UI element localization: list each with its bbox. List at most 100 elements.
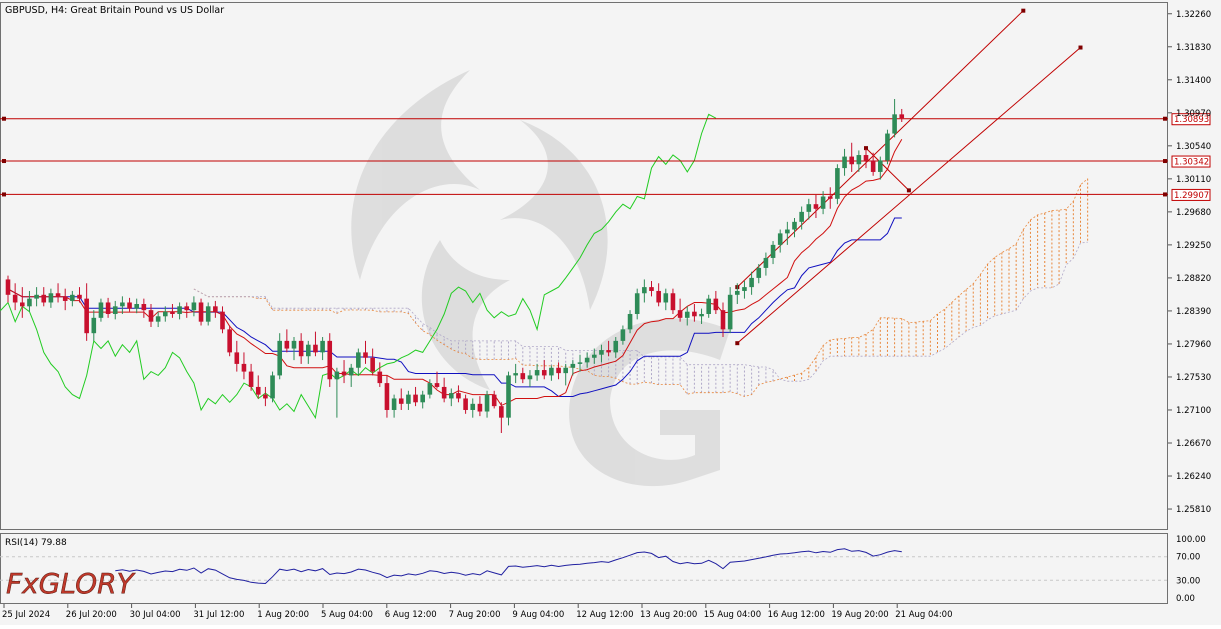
- candle-body: [470, 403, 476, 410]
- time-tick-label: 26 Jul 20:00: [66, 610, 117, 620]
- price-tick-label: 1.27960: [1176, 340, 1211, 350]
- candle: [255, 375, 261, 399]
- candle-body: [155, 316, 161, 322]
- level-anchor-right: [1163, 159, 1167, 164]
- candle: [835, 164, 840, 205]
- candle: [241, 352, 247, 380]
- time-tick-label: 21 Aug 04:00: [895, 610, 952, 620]
- candle-body: [727, 294, 733, 330]
- rsi-tick-label: 30.00: [1176, 576, 1200, 586]
- price-tick-label: 1.25810: [1176, 505, 1211, 515]
- candle-body: [41, 294, 47, 303]
- rsi-line: [115, 548, 902, 585]
- price-tick-label: 1.31830: [1176, 43, 1211, 53]
- candle-body: [105, 302, 111, 314]
- candle: [870, 152, 876, 176]
- candle: [284, 329, 290, 353]
- candle: [720, 302, 726, 338]
- watermark-logo: [351, 70, 730, 487]
- time-tick-label: 6 Aug 12:00: [385, 610, 437, 620]
- candle-body: [878, 160, 883, 172]
- candle: [263, 386, 268, 407]
- candle-body: [799, 211, 804, 222]
- candle-body: [127, 302, 132, 309]
- candle: [856, 150, 862, 172]
- candle-body: [248, 371, 254, 387]
- candle-body: [27, 298, 32, 307]
- candle-body: [899, 114, 905, 119]
- candle-body: [5, 279, 11, 295]
- time-axis: 25 Jul 2024 26 Jul 20:00 30 Jul 04:00 31 Ju…: [2, 604, 953, 620]
- candle: [656, 283, 661, 307]
- candle: [248, 363, 254, 391]
- candle: [570, 360, 576, 376]
- candle-body: [670, 293, 676, 311]
- candle: [441, 377, 447, 403]
- candle-body: [277, 340, 282, 376]
- candle: [770, 241, 776, 265]
- candle: [549, 365, 554, 381]
- candle-body: [785, 229, 790, 234]
- rsi-pane-frame: [0, 533, 1168, 604]
- candle-body: [441, 386, 447, 399]
- rsi-tick-label: 70.00: [1176, 553, 1200, 563]
- tenkan-sen-line: [7, 139, 903, 407]
- candle-body: [270, 375, 275, 399]
- candle: [634, 288, 640, 320]
- candle-body: [184, 306, 190, 311]
- candle-body: [827, 196, 833, 199]
- main-pane-frame: [0, 2, 1168, 530]
- candle-body: [577, 362, 583, 364]
- candle-body: [627, 313, 633, 330]
- candle-body: [556, 367, 561, 374]
- candle: [627, 310, 633, 334]
- channel-anchor: [735, 341, 740, 346]
- candle-body: [692, 311, 697, 317]
- candle: [70, 290, 75, 307]
- candle: [534, 363, 540, 381]
- candle: [649, 280, 654, 297]
- candle: [148, 304, 154, 328]
- time-tick-label: 30 Jul 04:00: [130, 610, 181, 620]
- candle: [384, 375, 390, 418]
- candle: [77, 287, 82, 303]
- candle: [313, 331, 318, 357]
- level-anchor-right: [1163, 116, 1167, 121]
- level-price-label: 1.30893: [1174, 115, 1209, 125]
- candle: [413, 386, 418, 407]
- candle: [613, 337, 619, 358]
- candle: [198, 298, 204, 326]
- time-tick-label: 12 Aug 12:00: [576, 610, 633, 620]
- candle: [849, 142, 854, 172]
- candle-body: [255, 386, 261, 395]
- candle-body: [363, 352, 368, 358]
- candle-body: [191, 302, 197, 311]
- candle: [341, 360, 347, 384]
- candle: [41, 287, 47, 307]
- candle: [599, 344, 604, 363]
- candle-body: [849, 156, 854, 165]
- candle-body: [677, 310, 683, 318]
- candle: [506, 371, 511, 426]
- level-price-label: 1.29907: [1174, 191, 1209, 201]
- candle-body: [892, 114, 897, 134]
- level-anchor-right: [1163, 192, 1167, 197]
- candle-body: [713, 298, 719, 311]
- candle: [12, 283, 18, 311]
- level-anchor-left: [2, 159, 6, 164]
- ichimoku-cloud: [193, 178, 1089, 397]
- candle: [363, 340, 368, 364]
- candle: [27, 290, 32, 312]
- candle-body: [141, 304, 147, 311]
- candle-body: [291, 340, 297, 349]
- candle-body: [427, 383, 433, 395]
- price-tick-label: 1.26240: [1176, 472, 1211, 482]
- candle: [177, 302, 182, 320]
- candle-body: [885, 133, 890, 161]
- price-tick-label: 1.32260: [1176, 10, 1211, 20]
- candle-body: [513, 373, 518, 376]
- candle: [735, 283, 740, 305]
- candle-body: [842, 156, 847, 169]
- candle-body: [592, 354, 597, 358]
